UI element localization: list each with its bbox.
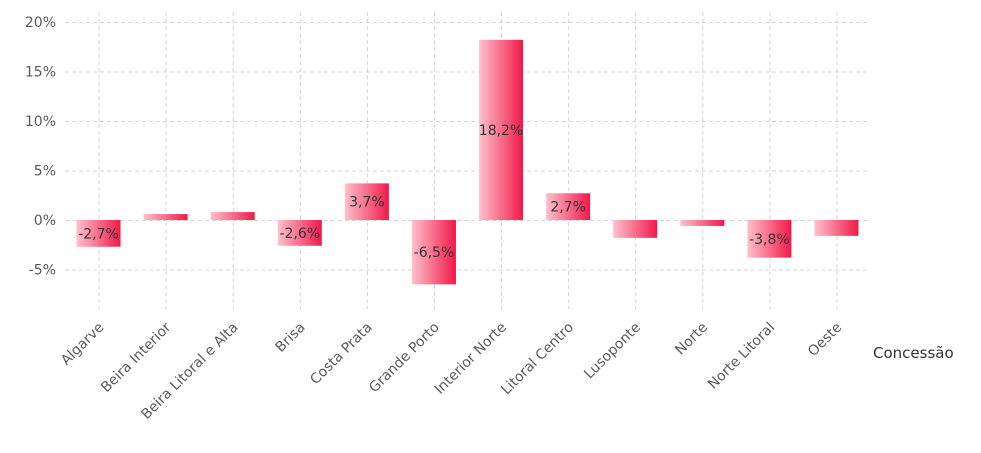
bar-beira-interior xyxy=(143,214,188,220)
x-tick-label: Brisa xyxy=(272,320,308,356)
x-tick-label: Beira Interior xyxy=(98,319,175,396)
x-tick-label: Litoral Centro xyxy=(498,320,577,399)
bar-lusoponte xyxy=(613,220,658,238)
y-tick-label: -5% xyxy=(29,263,56,279)
x-tick-label: Lusoponte xyxy=(581,320,644,383)
data-label: 18,2% xyxy=(479,123,523,139)
data-label: 3,7% xyxy=(349,195,385,211)
x-axis-title: Concessão xyxy=(873,344,954,362)
bar-grande-porto xyxy=(411,220,456,285)
data-label: -3,8% xyxy=(749,232,790,248)
y-tick-label: 5% xyxy=(34,164,56,180)
bars xyxy=(76,39,859,285)
y-tick-label: 15% xyxy=(25,65,56,81)
data-label: -2,6% xyxy=(279,226,320,242)
bar-costa-prata xyxy=(344,183,389,220)
bar-algarve xyxy=(76,220,121,247)
bar-norte xyxy=(680,220,725,226)
data-labels: -2,7% -2,6% 3,7% -6,5% 18,2% 2,7% -3,8% xyxy=(78,123,789,261)
y-tick-label: 10% xyxy=(25,114,56,130)
x-tick-label: Norte xyxy=(672,320,711,359)
x-tick-label: Oeste xyxy=(805,320,845,360)
bar-interior-norte xyxy=(479,39,524,220)
y-tick-label: 20% xyxy=(25,15,56,31)
bar-beira-litoral-e-alta xyxy=(210,212,255,220)
data-label: -2,7% xyxy=(78,226,119,242)
data-label: 2,7% xyxy=(550,200,586,216)
y-tick-label: 0% xyxy=(34,213,56,229)
gridlines xyxy=(65,12,870,310)
x-tick-label: Norte Litoral xyxy=(705,320,778,393)
bar-norte-litoral xyxy=(747,220,792,258)
x-tick-label: Grande Porto xyxy=(366,320,443,397)
x-tick-label: Costa Prata xyxy=(307,320,375,388)
bar-brisa xyxy=(277,220,322,246)
y-axis-ticks: -5% 0% 5% 10% 15% 20% xyxy=(25,15,56,279)
x-tick-label: Algarve xyxy=(58,320,107,369)
bar-oeste xyxy=(814,220,859,236)
data-label: -6,5% xyxy=(414,245,455,261)
bar-litoral-centro xyxy=(546,193,591,220)
